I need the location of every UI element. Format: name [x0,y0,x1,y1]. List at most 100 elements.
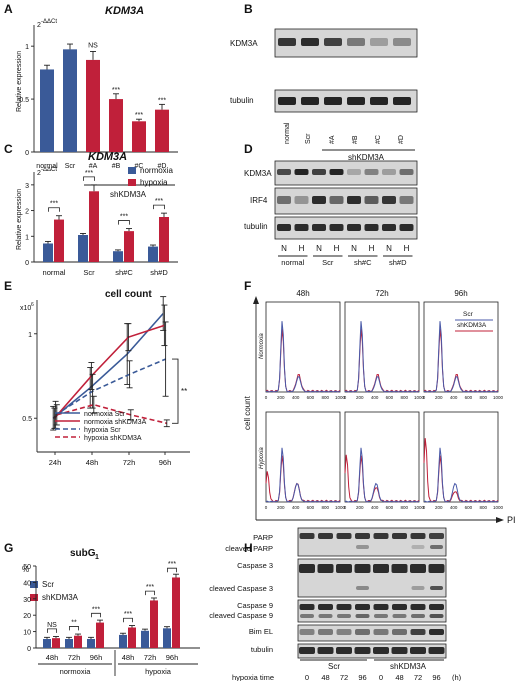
panel-g-y-tick-label: 20 [23,613,31,620]
significance-bracket [91,612,101,618]
blot-h-bim [297,624,447,642]
panel-h: H PARP cleaved PARP Caspase 3 cleaved Ca… [209,527,462,681]
panel-g-chart: 0 10 20 30 40 50 NS 48h ** 72h *** 96h *** 48h *** 72h *… [23,561,200,676]
blot-band [428,647,445,654]
histogram-x-tick: 600 [386,395,394,400]
blot-band [347,169,361,175]
histogram-shkdm3a [344,454,420,503]
bar [43,638,51,648]
lane-group-label: sh#C [354,258,372,267]
histogram-x-tick: 400 [450,505,458,510]
lane-label: normal [284,122,291,144]
lane-label: N [281,244,287,253]
histogram-x-tick: 0 [265,395,268,400]
blot-band [373,533,389,539]
histogram-x-tick: 0 [423,505,426,510]
significance-bracket [48,207,60,212]
blot-band [392,629,407,635]
panel-h-footer: hypoxia time [232,673,274,681]
bar [54,219,64,262]
histogram-x-tick: 1000 [414,395,425,400]
panel-h-row-label: Bim EL [249,627,273,636]
bar [172,577,180,648]
blot-band [329,196,344,204]
blot-band [347,196,361,204]
panel-a-title: KDM3A [105,5,144,17]
legend-label: Scr [463,311,474,318]
legend-label: normoxia shKDM3A [84,419,147,426]
panel-c-ylabel: Relative expression [16,189,23,250]
legend-label: shKDM3A [457,322,487,329]
histogram-x-tick: 800 [321,505,329,510]
panel-f-histograms: 48h 72h 96h Normoxia Hypoxia 0 200 400 600 800 100… [259,289,504,510]
lane-label: #D [398,135,405,144]
significance-label: *** [155,198,163,205]
bar [113,251,123,262]
blot-h-parp [297,527,447,557]
lane-label: N [316,244,322,253]
panel-h-row-label: Caspase 3 [237,561,273,570]
panel-f-ylabel: cell count [243,395,252,430]
time-label: 0 [305,673,309,681]
series-line [55,358,166,416]
histogram-x-tick: 200 [277,395,285,400]
x-tick-label: sh#D [150,268,168,277]
lane-label: H [404,244,410,253]
panel-c-y-tick-label: 2 [25,209,29,216]
panel-g-y-tick-label: 0 [27,646,31,653]
panel-b-letter: B [244,2,253,16]
significance-bracket [153,204,165,210]
blot-band [411,614,425,618]
panel-e-y-unit: x10 [20,305,31,312]
histogram-x-tick: 1000 [493,395,504,400]
blot-band [430,586,443,590]
histogram-x-tick: 0 [344,505,347,510]
panel-e-title: cell count [105,289,152,300]
histogram-x-tick: 1000 [335,505,346,510]
panel-g-y-tick-label: 40 [23,580,31,587]
panel-e-letter: E [4,279,12,293]
legend-swatch-scr [30,581,38,588]
blot-band [411,545,425,549]
legend-swatch-normoxia [128,167,136,174]
blot-band [374,614,388,618]
panel-b-group-label: shKDM3A [348,153,385,162]
bar [63,49,77,152]
blot-band [347,224,361,231]
x-tick-label: Scr [83,268,95,277]
blot-band [312,169,326,175]
blot-band [391,564,408,573]
histogram-frame [265,411,341,503]
blot-band [336,629,352,635]
significance-label: *** [146,584,154,591]
blot-band [318,533,333,539]
panel-f-row-label: Hypoxia [259,447,265,469]
blot-band [318,629,333,635]
blot-band [410,647,426,654]
histogram-scr [265,447,341,503]
panel-b-row-label: KDM3A [230,39,258,48]
histogram-frame [344,301,420,393]
blot-band [318,604,333,610]
panel-d-row-label: IRF4 [250,196,268,205]
panel-c-y-tick-label: 0 [25,260,29,267]
group-label: normoxia [60,667,92,676]
blot-band [337,614,351,618]
panel-g-title-sub: 1 [95,554,99,561]
time-label: 72 [340,673,348,681]
panel-a-letter: A [4,2,13,16]
lane-label: N [351,244,357,253]
panel-h-times: 0 48 72 96 0 48 72 96 [305,673,441,681]
blot-band [300,614,314,618]
blot-band [277,196,291,204]
legend-label-normoxia: normoxia [140,166,173,175]
blot-band [347,97,365,105]
x-tick-label: #B [112,163,121,170]
bar [96,622,104,648]
panel-f-y-arrowhead [253,296,259,304]
blot-band [373,647,389,654]
panel-a-ylabel-units: 2 [37,22,41,29]
significance-label: ** [71,619,77,626]
blot-band [410,533,426,539]
